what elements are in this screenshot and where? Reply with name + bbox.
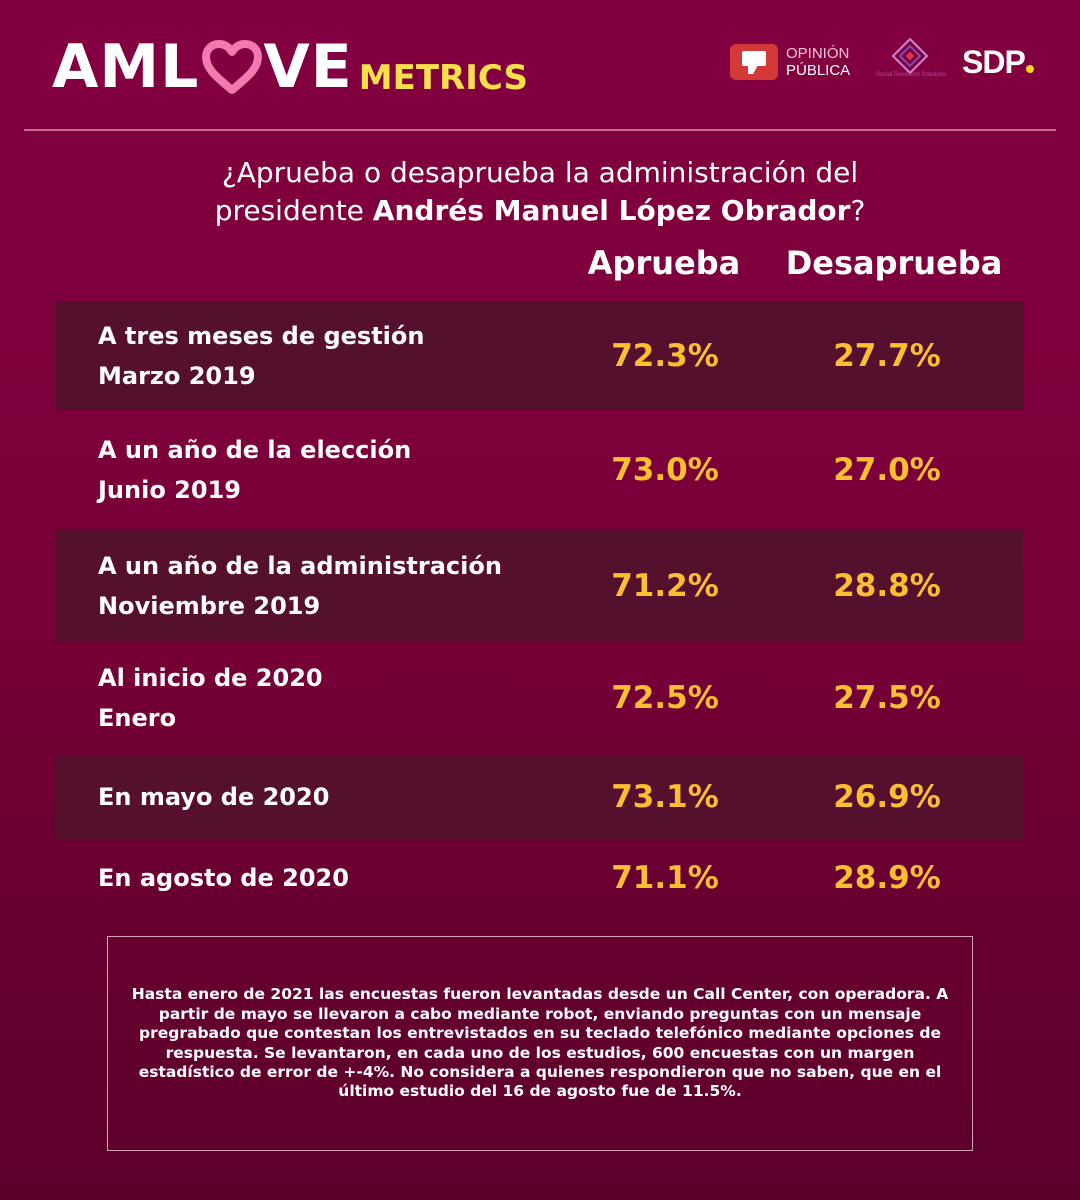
heart-icon <box>202 40 263 94</box>
row-label-line2: Junio 2019 <box>98 476 241 504</box>
brand-sub: METRICS <box>358 58 528 98</box>
aprueba-value: 72.5% <box>611 680 719 716</box>
question-mark: ? <box>850 194 866 227</box>
methodology-text: Hasta enero de 2021 las encuestas fueron… <box>131 985 949 1101</box>
question-line1: ¿Aprueba o desaprueba la administración … <box>221 156 859 189</box>
brand-main-right: VE <box>263 32 353 102</box>
desaprueba-value: 27.5% <box>833 680 941 716</box>
sdp-logo: SDP <box>962 44 1034 81</box>
amlove-metrics-logo: AML VE METRICS <box>52 36 528 98</box>
desaprueba-value: 27.7% <box>833 337 941 374</box>
row-label-line2: Noviembre 2019 <box>98 591 321 620</box>
column-header-aprueba: Aprueba <box>587 244 741 282</box>
header-divider <box>24 129 1056 131</box>
row-label-line1: A un año de la elección <box>98 436 412 464</box>
desaprueba-value: 27.0% <box>833 452 941 488</box>
sdp-text: SDP <box>962 44 1026 80</box>
row-label: En agosto de 2020 <box>98 858 349 898</box>
row-label: A un año de la administración Noviembre 2… <box>98 546 502 626</box>
desaprueba-value: 28.8% <box>833 567 941 604</box>
row-label: Al inicio de 2020 Enero <box>98 658 323 738</box>
approval-table: A tres meses de gestión Marzo 2019 72.3% 27… <box>56 301 1023 917</box>
aprueba-value: 71.2% <box>611 567 719 604</box>
social-research-solutions-logo-icon <box>891 38 929 75</box>
aprueba-value: 71.1% <box>611 860 719 896</box>
row-label: A un año de la elección Junio 2019 <box>98 430 411 510</box>
methodology-note: Hasta enero de 2021 las encuestas fueron… <box>107 936 973 1151</box>
row-label-line2: Marzo 2019 <box>98 361 256 390</box>
desaprueba-value: 26.9% <box>833 779 941 815</box>
table-row: A tres meses de gestión Marzo 2019 72.3% 27… <box>56 301 1023 410</box>
speech-bubble-icon <box>730 44 778 80</box>
column-header-desaprueba: Desaprueba <box>785 244 1003 282</box>
question-line2: presidente Andrés Manuel López Obrador? <box>0 192 1080 230</box>
row-label: En mayo de 2020 <box>98 777 329 817</box>
aprueba-value: 73.1% <box>611 779 719 815</box>
opinion-publica-logo: OPINIÓN PÚBLICA <box>730 44 850 80</box>
srs-text: Social Research Solutions <box>876 72 947 78</box>
opinion-publica-line2: PÚBLICA <box>786 62 851 79</box>
sdp-dot-icon <box>1025 65 1034 73</box>
aprueba-value: 72.3% <box>611 337 719 374</box>
question-prefix: presidente <box>214 194 373 227</box>
header: AML VE METRICS OPINIÓN PÚBLICA Social Re… <box>0 0 1080 131</box>
row-label-line1: En agosto de 2020 <box>98 864 349 892</box>
row-label-line1: En mayo de 2020 <box>98 783 330 811</box>
row-label-line2: Enero <box>98 704 177 732</box>
aprueba-value: 73.0% <box>611 452 719 488</box>
survey-question: ¿Aprueba o desaprueba la administración … <box>0 154 1080 230</box>
table-row: A un año de la administración Noviembre 2… <box>56 530 1023 641</box>
brand-main-left: AML <box>52 32 200 102</box>
desaprueba-value: 28.9% <box>833 860 941 896</box>
opinion-publica-line1: OPINIÓN <box>786 45 850 62</box>
row-label: A tres meses de gestión Marzo 2019 <box>98 316 424 396</box>
row-label-line1: A un año de la administración <box>98 551 502 580</box>
row-label-line1: Al inicio de 2020 <box>98 664 323 692</box>
partner-logos: OPINIÓN PÚBLICA Social Research Solution… <box>730 38 1040 90</box>
row-label-line1: A tres meses de gestión <box>98 321 425 350</box>
table-row: Al inicio de 2020 Enero 72.5% 27.5% <box>56 641 1023 755</box>
table-row: A un año de la elección Junio 2019 73.0% 27… <box>56 410 1023 530</box>
table-row: En mayo de 2020 73.1% 26.9% <box>56 755 1023 839</box>
brand-main: AML VE <box>52 36 353 98</box>
president-name: Andrés Manuel López Obrador <box>372 194 851 227</box>
table-row: En agosto de 2020 71.1% 28.9% <box>56 839 1023 917</box>
